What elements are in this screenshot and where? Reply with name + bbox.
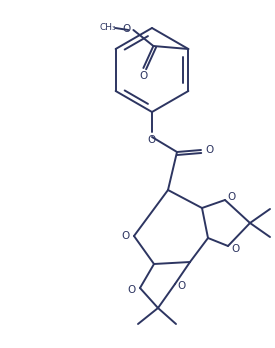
Text: O: O — [122, 24, 131, 34]
Text: O: O — [178, 281, 186, 291]
Text: O: O — [128, 285, 136, 295]
Text: O: O — [139, 71, 147, 81]
Text: O: O — [205, 145, 213, 155]
Text: O: O — [228, 192, 236, 202]
Text: O: O — [148, 135, 156, 145]
Text: O: O — [231, 244, 239, 254]
Text: O: O — [122, 231, 130, 241]
Text: CH₃: CH₃ — [99, 24, 116, 32]
